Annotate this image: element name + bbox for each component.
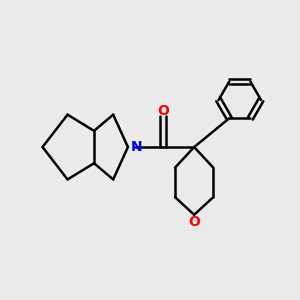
Text: O: O bbox=[157, 104, 169, 118]
Text: O: O bbox=[188, 215, 200, 229]
Text: N: N bbox=[131, 140, 142, 154]
